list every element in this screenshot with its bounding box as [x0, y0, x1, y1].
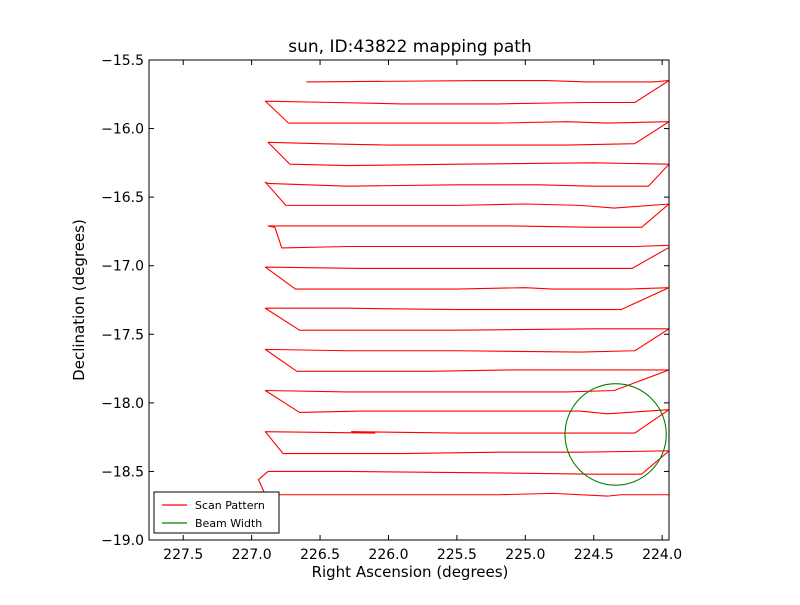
series-circle-beam-width: [564, 383, 667, 486]
y-tick-label: −17.0: [101, 259, 144, 275]
legend: Scan Pattern Beam Width: [153, 491, 280, 534]
y-tick-label: −17.5: [101, 327, 144, 343]
chart-title: sun, ID:43822 mapping path: [288, 37, 531, 57]
legend-label: Scan Pattern: [195, 499, 265, 512]
x-axis-label: Right Ascension (degrees): [312, 563, 509, 581]
y-tick-label: −15.5: [101, 53, 144, 69]
x-tick-label: 224.5: [574, 547, 614, 563]
x-tick-label: 227.5: [163, 547, 203, 563]
legend-label: Beam Width: [195, 517, 262, 530]
y-tick-label: −16.5: [101, 190, 144, 206]
y-axis-label: Declination (degrees): [70, 219, 88, 381]
plot-frame: [148, 59, 670, 541]
y-tick-label: −16.0: [101, 122, 144, 138]
y-tick-label: −19.0: [101, 533, 144, 549]
x-tick-label: 226.0: [368, 547, 408, 563]
y-tick-label: −18.5: [101, 464, 144, 480]
x-tick-label: 225.5: [437, 547, 477, 563]
series-line-scan-pattern: [257, 80, 669, 497]
x-tick-label: 224.0: [642, 547, 682, 563]
x-tick-label: 225.0: [505, 547, 545, 563]
axis-ticks: 227.5 227.0 226.5 226.0 225.5 225.0 224.5 224.0…: [101, 53, 682, 563]
y-tick-label: −18.0: [101, 396, 144, 412]
x-tick-label: 226.5: [300, 547, 340, 563]
x-tick-label: 227.0: [232, 547, 272, 563]
legend-box: [153, 491, 280, 534]
